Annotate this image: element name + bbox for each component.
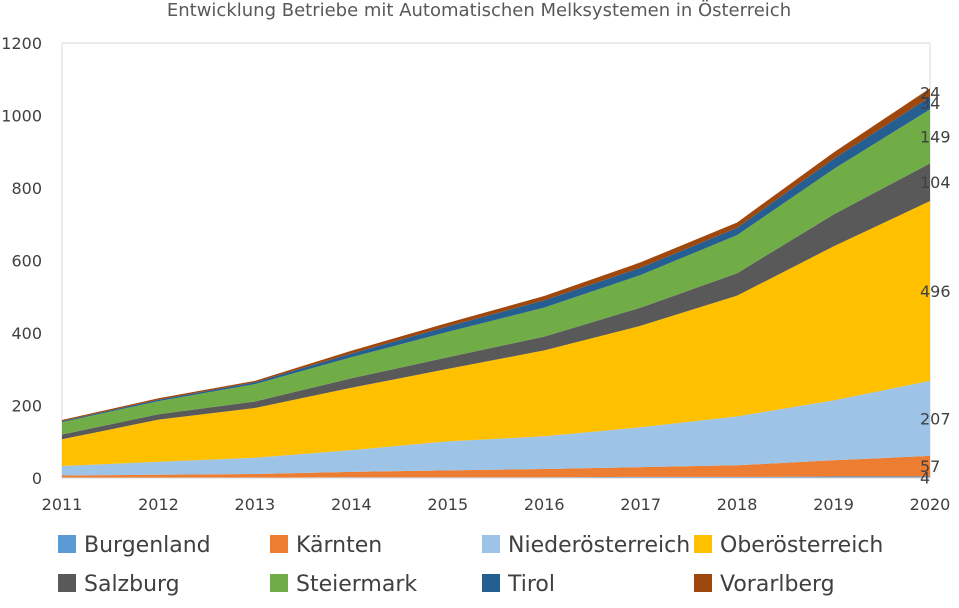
area-oberösterreich	[62, 201, 930, 467]
legend: Burgenland Kärnten Niederösterreich Oberöst…	[58, 533, 883, 597]
legend-label: Tirol	[507, 572, 555, 597]
chart-title: Entwicklung Betriebe mit Automatischen M…	[167, 0, 791, 21]
legend-swatch	[58, 574, 76, 592]
x-axis-ticks: 2011 2012 2013 2014 2015 2016 2017 2018 2019 2020	[42, 495, 951, 514]
legend-label: Burgenland	[84, 533, 211, 558]
x-tick-label: 2014	[331, 495, 372, 514]
legend-label: Salzburg	[84, 572, 180, 597]
legend-item-tirol: Tirol	[482, 572, 555, 597]
data-label-steiermark: 149	[920, 127, 951, 146]
legend-item-vorarlberg: Vorarlberg	[694, 572, 835, 597]
x-tick-label: 2012	[138, 495, 179, 514]
legend-swatch	[482, 574, 500, 592]
data-label-vorarlberg: 24	[920, 84, 940, 103]
x-tick-label: 2017	[620, 495, 661, 514]
legend-label: Kärnten	[296, 533, 382, 558]
data-label-kärnten: 57	[920, 457, 940, 476]
area-kärnten	[62, 455, 930, 478]
x-tick-label: 2011	[42, 495, 83, 514]
legend-swatch	[482, 535, 500, 553]
legend-item-kärnten: Kärnten	[270, 533, 382, 558]
data-label-burgenland: 4	[920, 468, 930, 487]
y-tick-label: 1000	[1, 107, 42, 126]
area-series	[62, 88, 930, 478]
legend-item-burgenland: Burgenland	[58, 533, 211, 558]
y-axis-ticks: 0 200 400 600 800 1000 1200	[1, 34, 42, 488]
legend-swatch	[270, 535, 288, 553]
y-tick-label: 1200	[1, 34, 42, 53]
area-niederösterreich	[62, 380, 930, 476]
legend-swatch	[270, 574, 288, 592]
x-tick-label: 2020	[910, 495, 951, 514]
y-tick-label: 0	[32, 469, 42, 488]
x-tick-label: 2015	[427, 495, 468, 514]
x-tick-label: 2016	[524, 495, 565, 514]
data-label-oberösterreich: 496	[920, 282, 951, 301]
legend-label: Steiermark	[296, 572, 417, 597]
legend-swatch	[694, 535, 712, 553]
data-label-salzburg: 104	[920, 173, 951, 192]
y-tick-label: 800	[11, 179, 42, 198]
y-tick-label: 400	[11, 324, 42, 343]
legend-label: Niederösterreich	[508, 533, 690, 558]
legend-swatch	[58, 535, 76, 553]
legend-item-oberösterreich: Oberösterreich	[694, 533, 883, 558]
x-tick-label: 2019	[813, 495, 854, 514]
y-tick-label: 600	[11, 252, 42, 271]
legend-swatch	[694, 574, 712, 592]
legend-item-salzburg: Salzburg	[58, 572, 180, 597]
data-label-tirol: 34	[920, 94, 940, 113]
legend-label: Oberösterreich	[720, 533, 883, 558]
legend-label: Vorarlberg	[720, 572, 835, 597]
y-tick-label: 200	[11, 397, 42, 416]
data-label-niederösterreich: 207	[920, 409, 951, 428]
x-tick-label: 2018	[717, 495, 758, 514]
legend-item-steiermark: Steiermark	[270, 572, 417, 597]
x-tick-label: 2013	[235, 495, 276, 514]
legend-item-niederösterreich: Niederösterreich	[482, 533, 690, 558]
